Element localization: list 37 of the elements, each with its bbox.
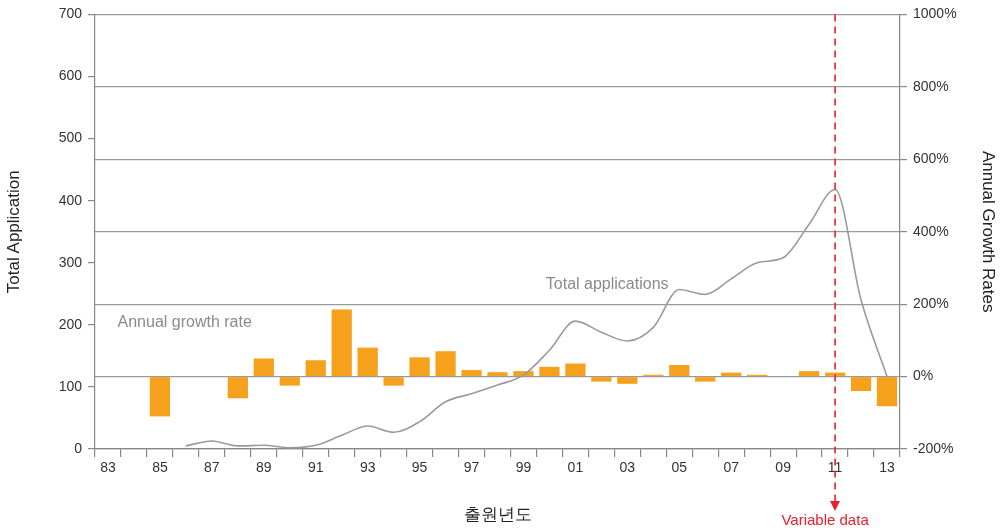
x-tick-label: 83 xyxy=(100,459,116,476)
series-label: Annual growth rate xyxy=(117,313,252,331)
y2-tick-label: 1000% xyxy=(913,5,957,22)
x-tick-label: 07 xyxy=(723,459,740,476)
x-tick-label: 03 xyxy=(619,459,636,476)
y2-tick-label: 400% xyxy=(913,222,949,239)
x-tick-label: 09 xyxy=(775,459,792,476)
x-tick-label: 05 xyxy=(671,459,688,476)
x-tick-label: 13 xyxy=(879,459,896,476)
y2-tick-label: -200% xyxy=(913,439,954,456)
y-tick-label: 400 xyxy=(58,191,83,208)
x-tick-label: 87 xyxy=(204,459,220,476)
series-label: Total applications xyxy=(545,275,669,293)
x-tick-label: 85 xyxy=(152,459,168,476)
y-axis-title: Total Application xyxy=(3,170,23,294)
x-axis-title: 출원년도 xyxy=(463,505,532,525)
y-tick-label: 200 xyxy=(58,315,83,332)
y-tick-label: 300 xyxy=(58,253,83,270)
y2-tick-label: 200% xyxy=(913,294,949,311)
y-tick-label: 100 xyxy=(58,377,83,394)
x-tick-label: 95 xyxy=(411,459,428,476)
y-tick-label: 700 xyxy=(58,5,83,22)
y-tick-label: 0 xyxy=(74,439,83,456)
x-tick-label: 99 xyxy=(515,459,532,476)
y2-tick-label: 600% xyxy=(913,150,949,167)
ref-line-label: Variable data xyxy=(781,511,870,529)
y-tick-label: 500 xyxy=(58,129,83,146)
y2-axis-title: Annual Growth Rates xyxy=(979,150,999,313)
x-tick-label: 97 xyxy=(463,459,480,476)
y2-tick-label: 0% xyxy=(913,367,934,384)
y2-tick-label: 800% xyxy=(913,77,949,94)
x-tick-label: 91 xyxy=(307,459,324,476)
x-tick-label: 11 xyxy=(827,459,843,476)
x-tick-label: 89 xyxy=(256,459,272,476)
x-tick-label: 01 xyxy=(567,459,584,476)
y-tick-label: 600 xyxy=(58,67,83,84)
x-tick-label: 93 xyxy=(359,459,376,476)
